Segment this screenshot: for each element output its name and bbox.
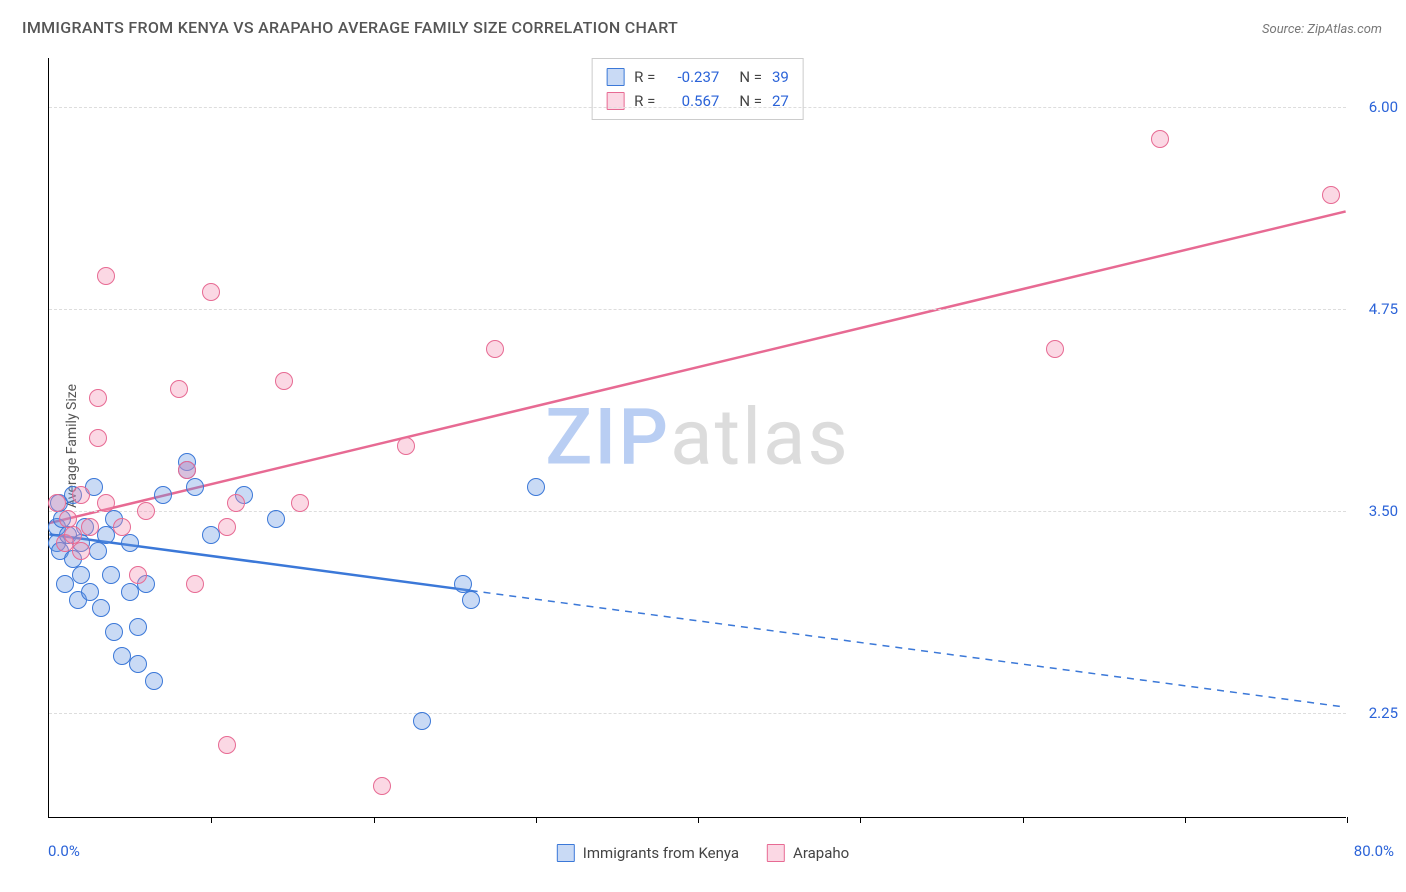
data-point-arapaho <box>89 429 107 447</box>
x-tick <box>1347 817 1348 823</box>
swatch-kenya <box>557 844 575 862</box>
stat-r-label: R = <box>634 65 655 89</box>
x-axis-min-label: 0.0% <box>48 842 80 860</box>
data-point-kenya <box>527 478 545 496</box>
data-point-arapaho <box>227 494 245 512</box>
data-point-arapaho <box>1046 340 1064 358</box>
data-point-arapaho <box>137 502 155 520</box>
legend-item-kenya: Immigrants from Kenya <box>557 844 739 862</box>
x-axis-max-label: 80.0% <box>1354 842 1394 860</box>
data-point-arapaho <box>72 542 90 560</box>
data-point-arapaho <box>113 518 131 536</box>
stats-row-kenya: R = -0.237 N = 39 <box>606 65 789 89</box>
series-legend: Immigrants from Kenya Arapaho <box>557 844 849 862</box>
data-point-arapaho <box>48 494 66 512</box>
trend-lines-svg <box>49 58 1346 817</box>
legend-item-arapaho: Arapaho <box>767 844 849 862</box>
data-point-arapaho <box>218 518 236 536</box>
data-point-kenya <box>92 599 110 617</box>
data-point-arapaho <box>178 461 196 479</box>
data-point-arapaho <box>129 566 147 584</box>
data-point-arapaho <box>397 437 415 455</box>
stat-r-value: 0.567 <box>665 89 719 113</box>
data-point-arapaho <box>373 777 391 795</box>
data-point-kenya <box>267 510 285 528</box>
x-tick <box>374 817 375 823</box>
data-point-kenya <box>129 618 147 636</box>
data-point-arapaho <box>186 575 204 593</box>
stat-n-label: N = <box>739 65 762 89</box>
data-point-kenya <box>413 712 431 730</box>
data-point-arapaho <box>1322 186 1340 204</box>
stats-legend: R = -0.237 N = 39 R = 0.567 N = 27 <box>591 58 804 120</box>
data-point-kenya <box>81 583 99 601</box>
stat-r-label: R = <box>634 89 655 113</box>
x-tick <box>860 817 861 823</box>
y-tick-label: 3.50 <box>1369 502 1398 520</box>
y-tick-label: 4.75 <box>1369 300 1398 318</box>
data-point-kenya <box>186 478 204 496</box>
data-point-kenya <box>121 534 139 552</box>
gridline-h <box>49 107 1346 108</box>
data-point-kenya <box>462 591 480 609</box>
legend-label: Immigrants from Kenya <box>583 844 739 862</box>
chart-title: IMMIGRANTS FROM KENYA VS ARAPAHO AVERAGE… <box>22 18 678 37</box>
x-tick <box>536 817 537 823</box>
trend-line-arapaho <box>49 211 1345 523</box>
data-point-arapaho <box>218 736 236 754</box>
data-point-kenya <box>202 526 220 544</box>
data-point-arapaho <box>1151 130 1169 148</box>
data-point-kenya <box>154 486 172 504</box>
y-tick-label: 6.00 <box>1369 98 1398 116</box>
swatch-arapaho <box>767 844 785 862</box>
data-point-kenya <box>56 575 74 593</box>
x-tick <box>698 817 699 823</box>
data-point-kenya <box>129 655 147 673</box>
x-tick <box>1185 817 1186 823</box>
data-point-arapaho <box>486 340 504 358</box>
data-point-arapaho <box>275 372 293 390</box>
data-point-kenya <box>145 672 163 690</box>
source-label: Source: ZipAtlas.com <box>1262 22 1382 37</box>
data-point-kenya <box>105 623 123 641</box>
data-point-kenya <box>121 583 139 601</box>
stat-n-value: 27 <box>772 89 789 113</box>
watermark-left: ZIP <box>545 392 670 483</box>
gridline-h <box>49 309 1346 310</box>
data-point-arapaho <box>170 380 188 398</box>
data-point-kenya <box>89 542 107 560</box>
stat-r-value: -0.237 <box>665 65 719 89</box>
x-tick <box>1023 817 1024 823</box>
plot-area: ZIPatlas R =-0.237N =39R =0.567N =27 2.2… <box>48 58 1346 818</box>
data-point-kenya <box>102 566 120 584</box>
trend-line-dashed-kenya <box>471 591 1346 708</box>
data-point-arapaho <box>97 494 115 512</box>
data-point-arapaho <box>81 518 99 536</box>
stats-row-arapaho: R = 0.567 N = 27 <box>606 89 789 113</box>
data-point-arapaho <box>202 283 220 301</box>
data-point-arapaho <box>72 486 90 504</box>
x-tick <box>211 817 212 823</box>
data-point-arapaho <box>89 389 107 407</box>
y-tick-label: 2.25 <box>1369 704 1398 722</box>
gridline-h <box>49 713 1346 714</box>
data-point-arapaho <box>97 267 115 285</box>
watermark: ZIPatlas <box>545 392 850 483</box>
legend-label: Arapaho <box>793 844 849 862</box>
gridline-h <box>49 511 1346 512</box>
data-point-kenya <box>97 526 115 544</box>
watermark-right: atlas <box>670 392 850 483</box>
swatch-kenya <box>606 68 624 86</box>
data-point-arapaho <box>291 494 309 512</box>
stat-n-value: 39 <box>772 65 789 89</box>
stat-n-label: N = <box>739 89 762 113</box>
